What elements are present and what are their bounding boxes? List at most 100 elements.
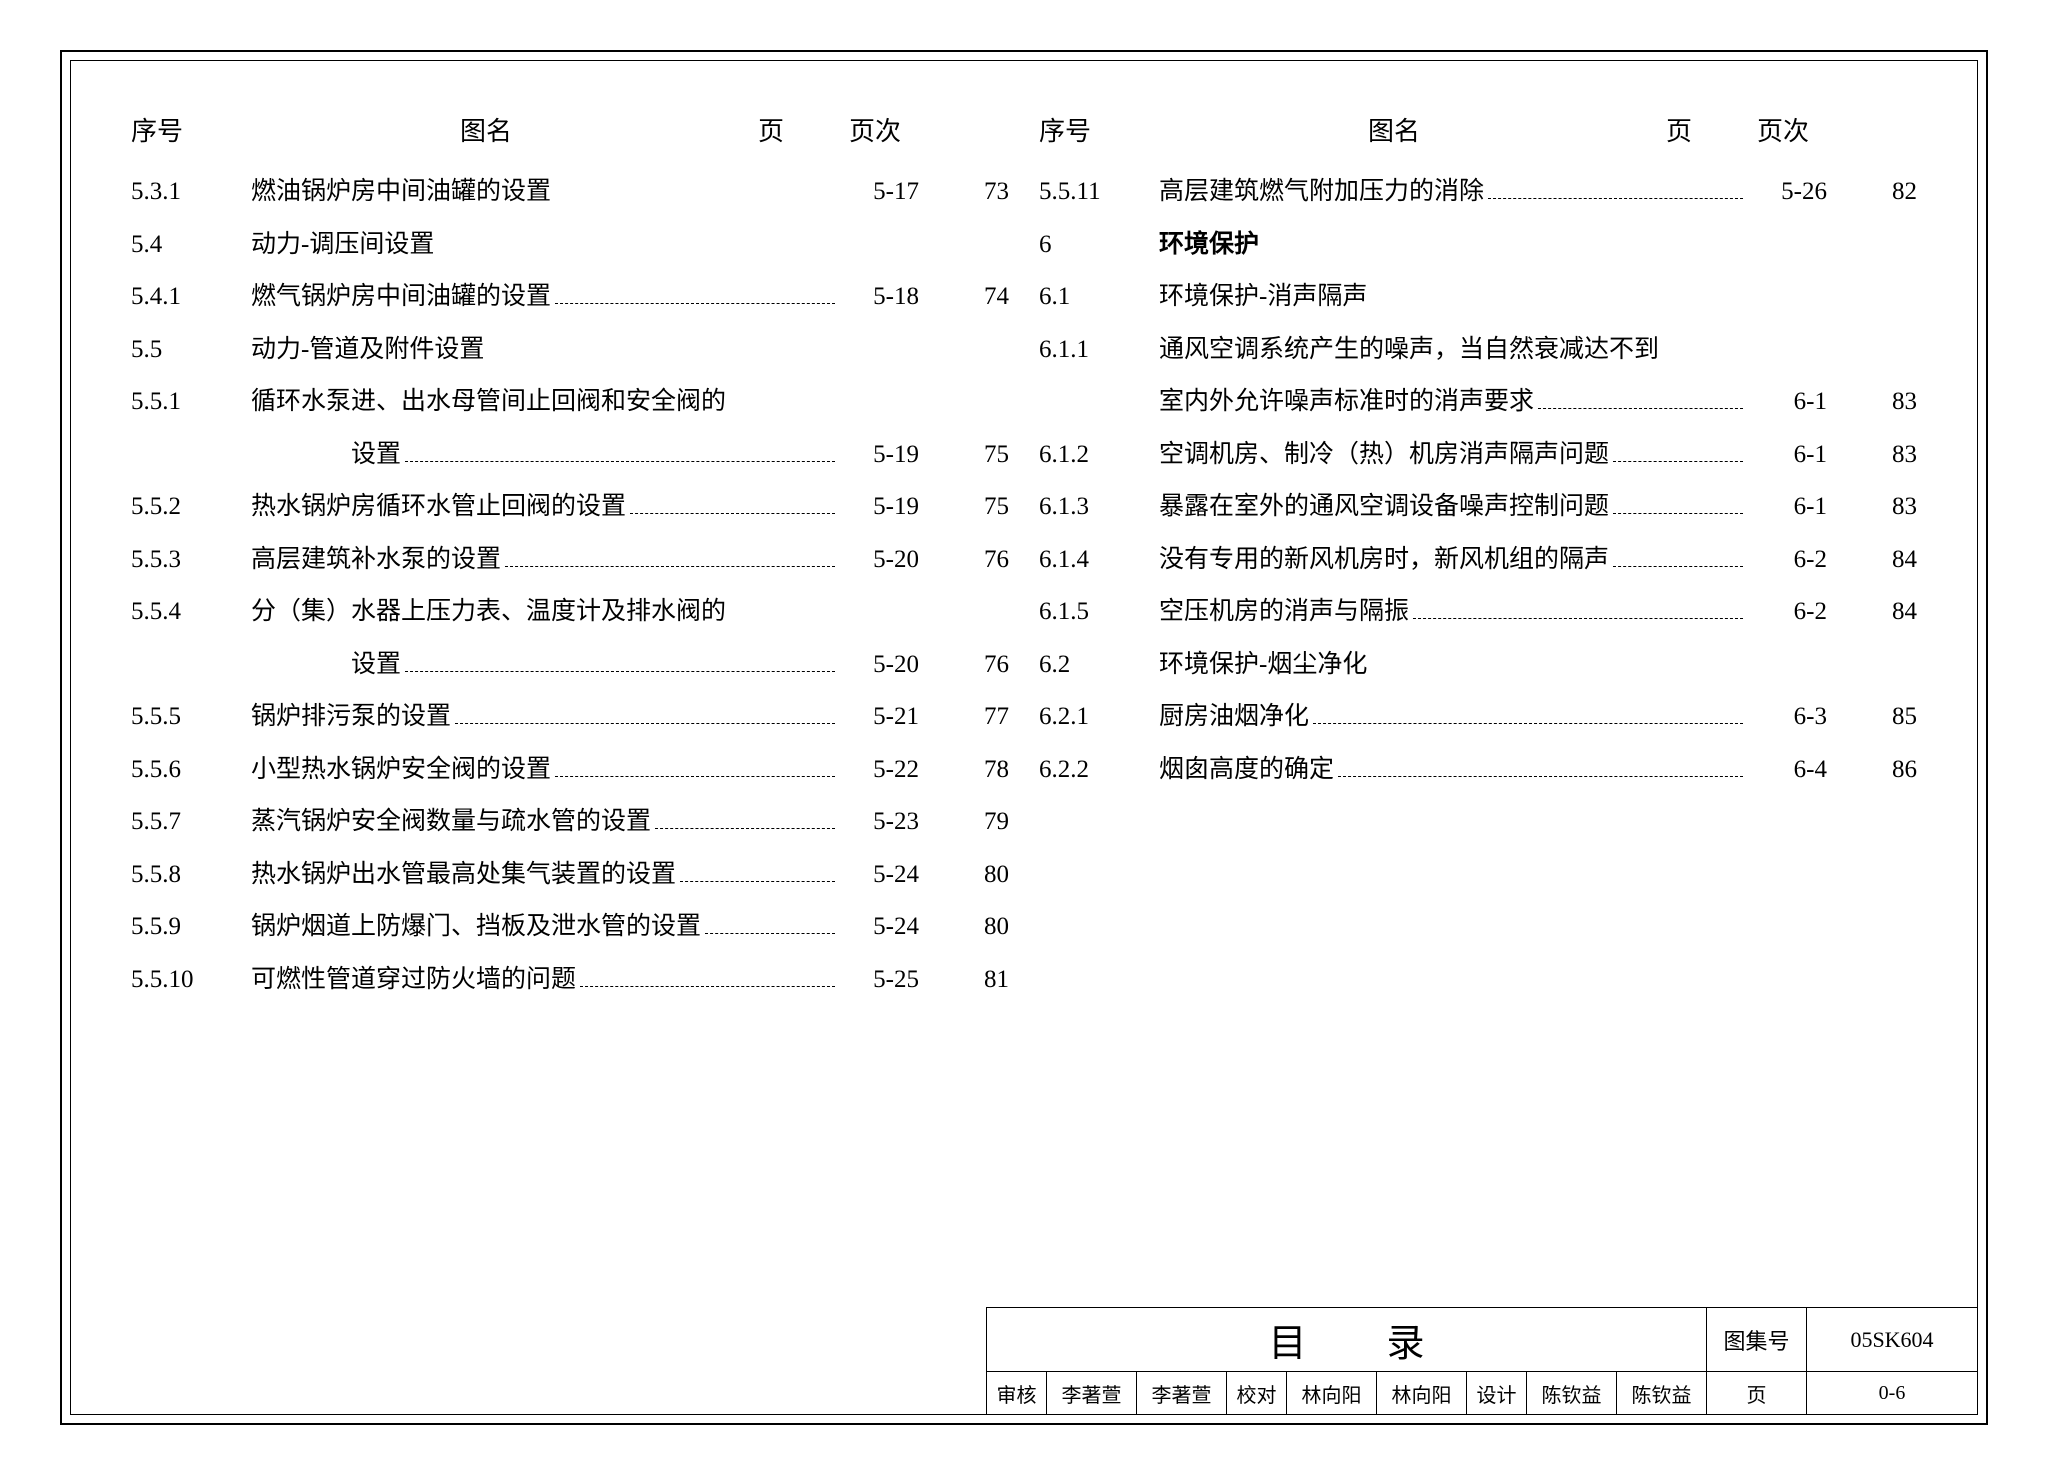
row-pageidx: 76: [919, 639, 1009, 692]
review-name: 李著萱: [1047, 1372, 1137, 1414]
row-page: 5-23: [839, 796, 919, 849]
leader-dashes: [405, 671, 835, 672]
row-page: 6-1: [1747, 481, 1827, 534]
title-block-top: 目录 图集号 05SK604: [987, 1308, 1977, 1372]
row-name: 热水锅炉出水管最高处集气装置的设置: [251, 849, 839, 902]
right-column: 序号 图名 页 页次 5.5.11高层建筑燃气附加压力的消除5-26826环境保…: [1039, 111, 1917, 1006]
row-text: 蒸汽锅炉安全阀数量与疏水管的设置: [251, 796, 651, 849]
toc-row: 5.5.7蒸汽锅炉安全阀数量与疏水管的设置 5-2379: [131, 796, 1009, 849]
check-name: 林向阳: [1287, 1372, 1377, 1414]
row-name: 通风空调系统产生的噪声，当自然衰减达不到: [1159, 324, 1747, 377]
leader-dashes: [680, 881, 835, 882]
row-name: 没有专用的新风机房时，新风机组的隔声: [1159, 534, 1747, 587]
column-header: 序号 图名 页 页次: [131, 111, 1009, 148]
row-text: 设置: [251, 429, 401, 482]
row-num: 6.2: [1039, 639, 1159, 692]
row-name: 锅炉排污泵的设置: [251, 691, 839, 744]
toc-row: 5.5.5锅炉排污泵的设置5-2177: [131, 691, 1009, 744]
row-num: 6.1.1: [1039, 324, 1159, 377]
toc-row: 5.5.10可燃性管道穿过防火墙的问题5-2581: [131, 954, 1009, 1007]
row-pageidx: 85: [1827, 691, 1917, 744]
row-num: 6.1.4: [1039, 534, 1159, 587]
row-text: 环境保护-消声隔声: [1159, 271, 1367, 324]
row-name: 设置: [251, 639, 839, 692]
row-num: 6.2.2: [1039, 744, 1159, 797]
header-name: 图名: [1159, 111, 1629, 148]
row-pageidx: 78: [919, 744, 1009, 797]
row-text: 室内外允许噪声标准时的消声要求: [1159, 376, 1534, 429]
row-num: 5.5.2: [131, 481, 251, 534]
row-page: 5-19: [839, 481, 919, 534]
page-label: 页: [1707, 1372, 1807, 1414]
row-page: 6-3: [1747, 691, 1827, 744]
toc-row: 6.1.4没有专用的新风机房时，新风机组的隔声6-284: [1039, 534, 1917, 587]
leader-dashes: [555, 303, 835, 304]
row-num: 5.5.8: [131, 849, 251, 902]
toc-row: 室内外允许噪声标准时的消声要求 6-183: [1039, 376, 1917, 429]
toc-row: 6.1.5空压机房的消声与隔振6-284: [1039, 586, 1917, 639]
title-block: 目录 图集号 05SK604 审核 李著萱 李著萱 校对 林向阳 林向阳 设计 …: [986, 1307, 1977, 1414]
row-name: 动力-调压间设置: [251, 219, 839, 272]
header-pageidx: 页次: [821, 111, 901, 148]
leader-dashes: [1413, 618, 1743, 619]
row-pageidx: 83: [1827, 376, 1917, 429]
row-text: 热水锅炉出水管最高处集气装置的设置: [251, 849, 676, 902]
row-num: 5.5.10: [131, 954, 251, 1007]
toc-row: 5.5.2热水锅炉房循环水管止回阀的设置5-1975: [131, 481, 1009, 534]
leader-dashes: [1613, 461, 1743, 462]
row-pageidx: 79: [919, 796, 1009, 849]
row-num: 5.5.7: [131, 796, 251, 849]
row-page: 5-18: [839, 271, 919, 324]
toc-row: 6环境保护: [1039, 219, 1917, 272]
toc-container: 序号 图名 页 页次 5.3.1燃油锅炉房中间油罐的设置5-17735.4动力-…: [131, 111, 1917, 1006]
row-num: 6.1.2: [1039, 429, 1159, 482]
leader-dashes: [630, 513, 835, 514]
row-name: 暴露在室外的通风空调设备噪声控制问题: [1159, 481, 1747, 534]
row-pageidx: 86: [1827, 744, 1917, 797]
row-num: 5.5.4: [131, 586, 251, 639]
row-pageidx: 73: [919, 166, 1009, 219]
row-pageidx: 75: [919, 481, 1009, 534]
toc-row: 6.1.1通风空调系统产生的噪声，当自然衰减达不到: [1039, 324, 1917, 377]
row-page: 5-24: [839, 901, 919, 954]
row-pageidx: 74: [919, 271, 1009, 324]
row-page: 5-24: [839, 849, 919, 902]
row-text: 通风空调系统产生的噪声，当自然衰减达不到: [1159, 324, 1659, 377]
toc-row: 6.1环境保护-消声隔声: [1039, 271, 1917, 324]
row-text: 动力-调压间设置: [251, 219, 434, 272]
row-name: 燃气锅炉房中间油罐的设置: [251, 271, 839, 324]
row-page: 5-20: [839, 534, 919, 587]
row-text: 厨房油烟净化: [1159, 691, 1309, 744]
code-label: 图集号: [1707, 1308, 1807, 1371]
row-text: 燃油锅炉房中间油罐的设置: [251, 166, 551, 219]
column-header: 序号 图名 页 页次: [1039, 111, 1917, 148]
toc-row: 5.5.8热水锅炉出水管最高处集气装置的设置5-2480: [131, 849, 1009, 902]
row-num: 5.5.3: [131, 534, 251, 587]
leader-dashes: [580, 986, 835, 987]
row-name: 动力-管道及附件设置: [251, 324, 839, 377]
check-label: 校对: [1227, 1372, 1287, 1414]
row-name: 蒸汽锅炉安全阀数量与疏水管的设置: [251, 796, 839, 849]
row-num: 6: [1039, 219, 1159, 272]
toc-row: 5.5.4分（集）水器上压力表、温度计及排水阀的: [131, 586, 1009, 639]
row-text: 环境保护: [1159, 219, 1259, 272]
row-name: 环境保护: [1159, 219, 1747, 272]
design-signature: 陈钦益: [1617, 1372, 1707, 1414]
leader-dashes: [655, 828, 835, 829]
row-num: 6.1: [1039, 271, 1159, 324]
leader-dashes: [455, 723, 835, 724]
toc-row: 5.3.1燃油锅炉房中间油罐的设置5-1773: [131, 166, 1009, 219]
row-name: 室内外允许噪声标准时的消声要求: [1159, 376, 1747, 429]
row-num: 5.5.9: [131, 901, 251, 954]
row-page: 5-20: [839, 639, 919, 692]
row-pageidx: 83: [1827, 429, 1917, 482]
row-pageidx: 83: [1827, 481, 1917, 534]
header-page: 页: [1629, 111, 1729, 148]
row-page: 6-1: [1747, 376, 1827, 429]
row-text: 锅炉排污泵的设置: [251, 691, 451, 744]
header-name: 图名: [251, 111, 721, 148]
toc-row: 5.5.6小型热水锅炉安全阀的设置5-2278: [131, 744, 1009, 797]
header-page: 页: [721, 111, 821, 148]
row-name: 高层建筑燃气附加压力的消除: [1159, 166, 1747, 219]
row-num: 5.5: [131, 324, 251, 377]
